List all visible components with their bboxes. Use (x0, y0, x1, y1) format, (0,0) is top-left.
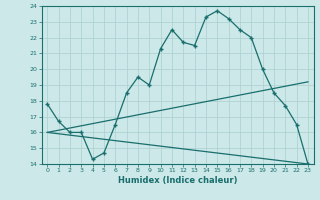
X-axis label: Humidex (Indice chaleur): Humidex (Indice chaleur) (118, 176, 237, 185)
